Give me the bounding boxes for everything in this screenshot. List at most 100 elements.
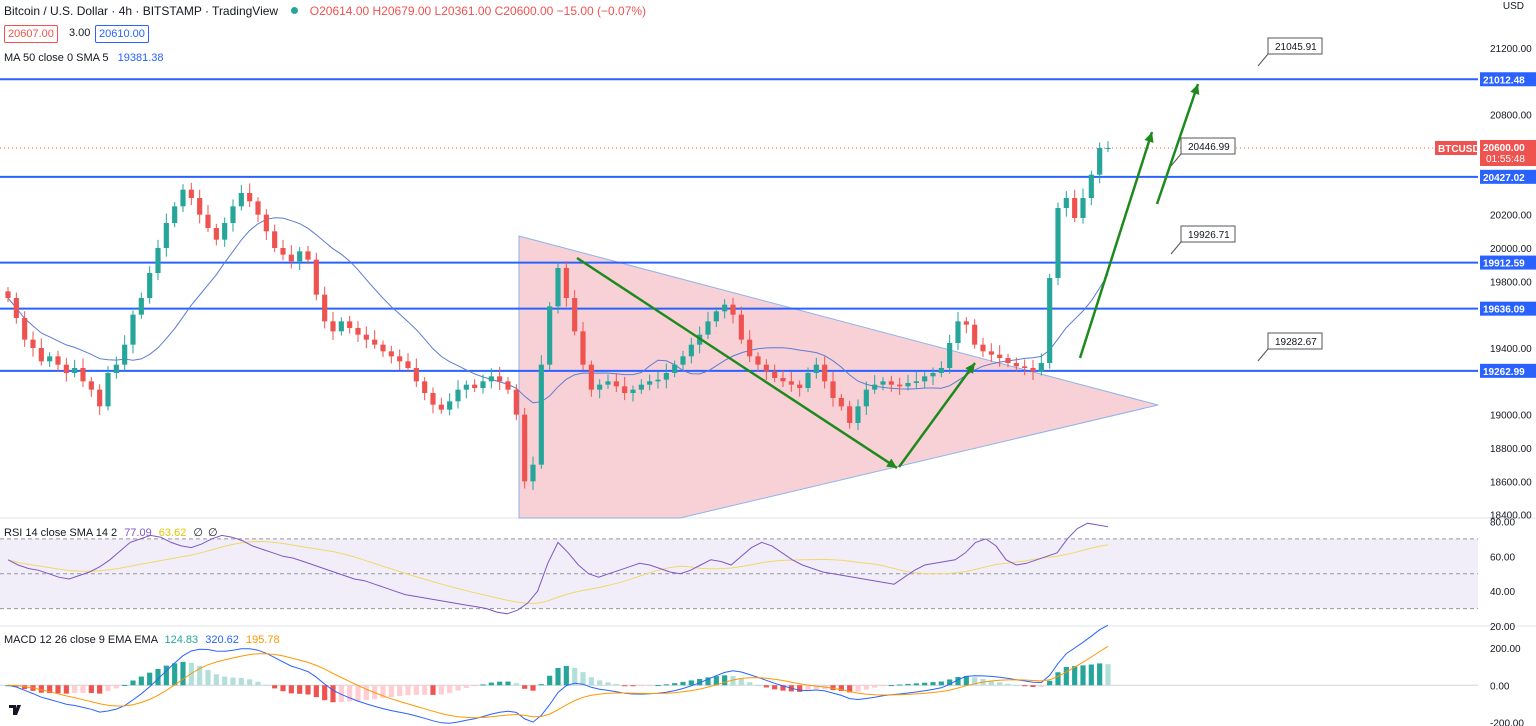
macd-bar xyxy=(330,685,336,703)
candle-body xyxy=(138,298,144,315)
candle-body xyxy=(563,268,569,298)
symbol-title[interactable]: Bitcoin / U.S. Dollar · 4h · BITSTAMP · … xyxy=(4,4,279,18)
callout-box xyxy=(1180,137,1236,155)
candle-body xyxy=(113,364,119,373)
callout-label: 20446.99 xyxy=(1188,142,1230,153)
ask-price[interactable]: 20610.00 xyxy=(95,25,149,43)
macd-bar xyxy=(738,678,744,686)
candle-body xyxy=(22,318,28,340)
macd-bar xyxy=(705,677,711,686)
macd-bar xyxy=(22,685,28,690)
candle-body xyxy=(763,364,769,372)
macd-bar xyxy=(413,685,419,695)
macd-bar xyxy=(880,685,886,687)
candle-body xyxy=(680,356,686,365)
candle-body xyxy=(980,344,986,352)
macd-bar xyxy=(672,683,678,686)
candle-body xyxy=(380,344,386,352)
candle-body xyxy=(672,364,678,373)
macd-title: MACD 12 26 close 9 EMA EMA xyxy=(4,634,158,646)
arrow-shaft xyxy=(576,256,898,470)
macd-bar xyxy=(930,682,936,686)
macd-bar xyxy=(363,685,369,701)
price-tick-label: 20000.00 xyxy=(1490,244,1532,255)
macd-bar xyxy=(172,663,178,686)
candle-body xyxy=(247,193,253,202)
ma-indicator-label[interactable]: MA 50 close 0 SMA 5 19381.38 xyxy=(4,52,164,64)
candle-body xyxy=(863,389,869,407)
candle-body xyxy=(438,404,444,410)
candle-body xyxy=(497,376,503,382)
candle-body xyxy=(230,206,236,223)
macd-bar xyxy=(813,685,819,690)
candle-body xyxy=(730,304,736,315)
rsi-indicator-label[interactable]: RSI 14 close SMA 14 2 77.09 63.62 ∅ ∅ xyxy=(4,526,218,539)
macd-bar xyxy=(847,685,853,693)
macd-bar xyxy=(113,685,119,689)
candle-body xyxy=(305,251,311,260)
macd-bar xyxy=(597,680,603,686)
arrow-head xyxy=(965,363,975,374)
macd-bar xyxy=(938,681,944,686)
candle-body xyxy=(705,321,711,335)
macd-bar xyxy=(888,685,894,687)
macd-bar xyxy=(680,681,686,686)
tradingview-logo-icon xyxy=(9,705,21,715)
candle-body xyxy=(638,384,644,390)
macd-bar xyxy=(805,685,811,691)
price-tick-label: 19400.00 xyxy=(1490,344,1532,355)
macd-bar xyxy=(963,675,969,686)
candle-body xyxy=(897,384,903,387)
candle-body xyxy=(772,371,778,378)
macd-bar xyxy=(1047,680,1053,686)
triangle-pattern xyxy=(518,235,1159,519)
macd-bar xyxy=(947,679,953,686)
currency-label[interactable]: USD xyxy=(1502,1,1524,12)
macd-bar xyxy=(380,685,386,699)
rsi-tick-label: 20.00 xyxy=(1490,622,1515,633)
price-tick-label: 18600.00 xyxy=(1490,477,1532,488)
arrow-head xyxy=(1190,84,1200,95)
macd-bar xyxy=(497,681,503,686)
macd-indicator-label[interactable]: MACD 12 26 close 9 EMA EMA 124.83 320.62… xyxy=(4,634,280,646)
macd-bar xyxy=(338,685,344,702)
macd-bar xyxy=(38,685,44,693)
macd-bar xyxy=(605,682,611,686)
candle-body xyxy=(855,406,861,423)
candle-body xyxy=(1080,198,1086,218)
level-price-label: 19636.09 xyxy=(1483,305,1525,316)
candle-body xyxy=(955,321,961,343)
macd-bar xyxy=(1063,666,1069,686)
macd-bar xyxy=(630,685,636,687)
macd-bar xyxy=(697,678,703,686)
candle-body xyxy=(480,381,486,388)
macd-bar xyxy=(1088,664,1094,686)
macd-bar xyxy=(305,685,311,695)
macd-bar xyxy=(122,684,128,686)
arrow-head xyxy=(886,458,897,468)
macd-bar xyxy=(863,685,869,690)
macd-signal-value: 195.78 xyxy=(245,634,280,646)
level-price-tag xyxy=(1480,301,1536,316)
bid-price[interactable]: 20607.00 xyxy=(4,25,58,43)
last-price-tag xyxy=(1480,140,1536,166)
candle-body xyxy=(905,383,911,387)
candle-body xyxy=(1030,368,1036,372)
macd-bar xyxy=(647,685,653,687)
macd-bar xyxy=(530,685,536,691)
arrow-shaft xyxy=(1078,131,1154,359)
market-status-icon xyxy=(291,7,299,14)
price-tick-label: 21200.00 xyxy=(1490,44,1532,55)
candle-body xyxy=(355,328,361,335)
candle-body xyxy=(280,248,286,255)
candle-body xyxy=(880,381,886,385)
macd-bar xyxy=(347,685,353,702)
macd-line xyxy=(7,624,1109,724)
macd-bar xyxy=(397,685,403,697)
candle-body xyxy=(1022,366,1028,368)
candle-body xyxy=(538,364,544,465)
macd-bar xyxy=(855,685,861,692)
candle-body xyxy=(188,189,194,198)
